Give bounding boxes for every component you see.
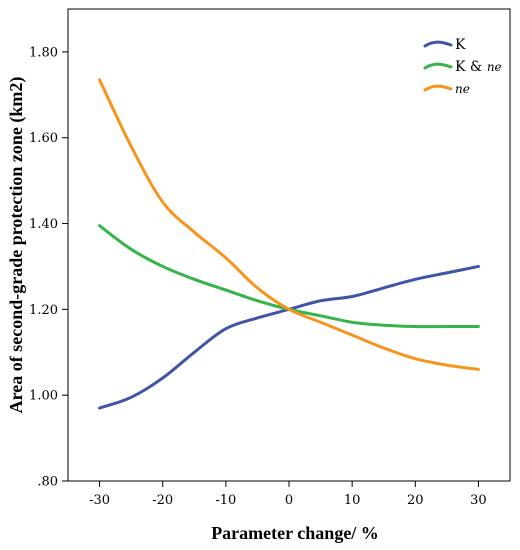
x-tick-label: 0 xyxy=(285,493,293,508)
y-axis-title: Area of second-grade protection zone (km… xyxy=(6,77,27,414)
y-axis-ticks: .80 1.00 1.20 1.40 1.60 1.80 xyxy=(29,45,68,490)
series-line-k xyxy=(98,264,480,410)
legend-swatch-ne xyxy=(423,84,453,92)
x-tick-label: -10 xyxy=(215,493,236,508)
plot-frame xyxy=(67,8,511,482)
y-tick-label: 1.00 xyxy=(29,389,58,404)
x-tick-label: 20 xyxy=(407,493,424,508)
series-line-ne xyxy=(98,78,480,371)
y-tick-label: 1.20 xyxy=(29,303,58,318)
series-line-k-ne xyxy=(98,224,480,329)
legend-label-k: K xyxy=(455,37,466,53)
x-tick-label: 30 xyxy=(470,493,487,508)
legend: K K & ne ne xyxy=(423,37,502,96)
x-tick-label: 10 xyxy=(344,493,361,508)
legend-swatch-k xyxy=(423,40,453,48)
y-tick-label: 1.80 xyxy=(29,45,58,60)
y-tick-label: 1.60 xyxy=(29,131,58,146)
legend-swatch-k-ne xyxy=(423,62,453,70)
x-tick-label: -30 xyxy=(89,493,110,508)
x-axis-title: Parameter change/ % xyxy=(211,523,379,543)
y-tick-label: .80 xyxy=(37,475,58,490)
x-tick-label: -20 xyxy=(152,493,173,508)
x-axis-ticks: -30 -20 -10 0 10 20 30 xyxy=(89,481,487,508)
legend-label-k-ne: K & ne xyxy=(455,59,502,75)
y-tick-label: 1.40 xyxy=(29,217,58,232)
series-lines xyxy=(98,78,480,410)
legend-label-ne: ne xyxy=(455,82,470,96)
